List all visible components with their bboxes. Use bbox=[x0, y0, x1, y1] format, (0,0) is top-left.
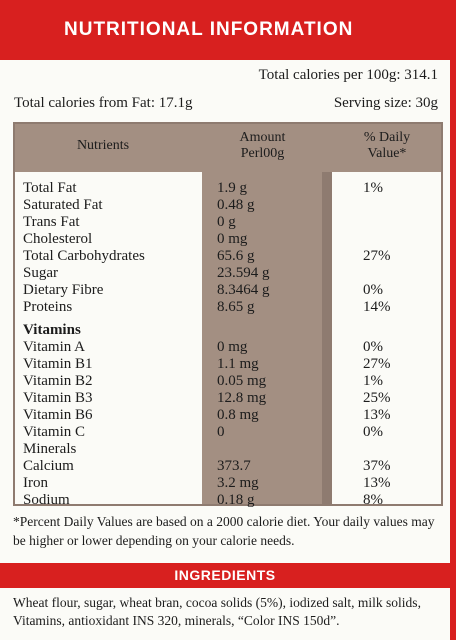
daily-value: 8% bbox=[363, 492, 383, 508]
daily-value: 13% bbox=[363, 475, 391, 491]
daily-value: 0% bbox=[363, 282, 383, 298]
amount: 0.48 g bbox=[217, 197, 255, 213]
amount: 0 mg bbox=[217, 231, 248, 247]
column-header: Amount Perl00g bbox=[239, 130, 286, 161]
nutrient: Calcium bbox=[23, 458, 74, 474]
ingredients-title: INGREDIENTS bbox=[0, 563, 450, 588]
nutrient: Iron bbox=[23, 475, 48, 491]
amount-column bbox=[202, 172, 322, 504]
daily-value: 25% bbox=[363, 390, 391, 406]
table-header bbox=[15, 124, 441, 172]
nutrient: Dietary Fibre bbox=[23, 282, 104, 298]
nutrient: Vitamin B3 bbox=[23, 390, 93, 406]
nutrient: Minerals bbox=[23, 441, 77, 457]
amount: 0 mg bbox=[217, 339, 248, 355]
daily-value: 14% bbox=[363, 299, 391, 315]
amount: 1.9 g bbox=[217, 180, 247, 196]
nutrient: Saturated Fat bbox=[23, 197, 103, 213]
footnote: *Percent Daily Values are based on a 200… bbox=[13, 514, 435, 548]
amount: 12.8 mg bbox=[217, 390, 267, 406]
daily-value: 0% bbox=[363, 339, 383, 355]
amount: 1.1 mg bbox=[217, 356, 259, 372]
nutrient: Sugar bbox=[23, 265, 58, 281]
daily-value: 13% bbox=[363, 407, 391, 423]
nutrient: Vitamin B1 bbox=[23, 356, 93, 372]
daily-value: 0% bbox=[363, 424, 383, 440]
nutrient: Vitamin B6 bbox=[23, 407, 93, 423]
column-separator bbox=[322, 172, 332, 504]
nutrient: Proteins bbox=[23, 299, 73, 315]
nutrition-table: Nutrients Amount Perl00g % Daily Value* Tot… bbox=[13, 122, 443, 508]
daily-value: 1% bbox=[363, 180, 383, 196]
nutrient: Total Fat bbox=[23, 180, 77, 196]
nutrient: Vitamin B2 bbox=[23, 373, 93, 389]
amount: 373.7 bbox=[217, 458, 251, 474]
amount: 0.8 mg bbox=[217, 407, 259, 423]
amount: 8.3464 g bbox=[217, 282, 270, 298]
nutrient: Sodium bbox=[23, 492, 70, 508]
amount: 23.594 g bbox=[217, 265, 270, 281]
amount: 8.65 g bbox=[217, 299, 255, 315]
daily-value: 1% bbox=[363, 373, 383, 389]
amount: 3.2 mg bbox=[217, 475, 259, 491]
daily-value: 37% bbox=[363, 458, 391, 474]
calories-per-100g: Total calories per 100g: 314.1 bbox=[258, 67, 438, 83]
daily-value: 27% bbox=[363, 356, 391, 372]
nutrient: Vitamin C bbox=[23, 424, 86, 440]
ingredients-text: Wheat flour, sugar, wheat bran, cocoa so… bbox=[13, 595, 421, 628]
amount: 65.6 g bbox=[217, 248, 255, 264]
daily-value: 27% bbox=[363, 248, 391, 264]
amount: 0 g bbox=[217, 214, 236, 230]
column-header: % Daily Value* bbox=[363, 130, 411, 161]
nutrient: Vitamins bbox=[23, 322, 81, 338]
calories-from-fat: Total calories from Fat: 17.1g bbox=[14, 95, 193, 111]
nutrient: Total Carbohydrates bbox=[23, 248, 145, 264]
nutrient: Vitamin A bbox=[23, 339, 86, 355]
header-title: NUTRITIONAL INFORMATION bbox=[0, 0, 450, 60]
amount: 0.18 g bbox=[217, 492, 255, 508]
serving-size: Serving size: 30g bbox=[333, 95, 438, 111]
nutrient: Cholesterol bbox=[23, 231, 93, 247]
amount: 0 bbox=[217, 424, 225, 440]
amount: 0.05 mg bbox=[217, 373, 267, 389]
column-header: Nutrients bbox=[76, 138, 130, 153]
nutrient: Trans Fat bbox=[23, 214, 80, 230]
